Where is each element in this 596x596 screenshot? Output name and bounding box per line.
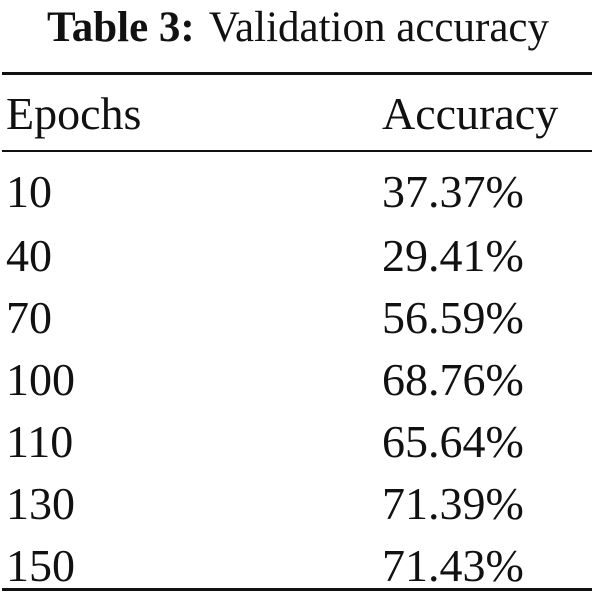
epochs-cell: 150: [6, 540, 75, 591]
header-accuracy: Accuracy: [382, 88, 559, 139]
table-row: 150 71.43%: [0, 536, 596, 596]
epochs-cell: 70: [6, 292, 52, 343]
accuracy-cell: 65.64%: [382, 416, 524, 467]
epochs-cell: 40: [6, 230, 52, 281]
accuracy-cell: 71.39%: [382, 478, 524, 529]
accuracy-cell: 37.37%: [382, 166, 524, 217]
caption-label: Table 3:: [47, 4, 195, 51]
table-row: 130 71.39%: [0, 474, 596, 534]
table-bottom-rule: [2, 588, 592, 591]
caption-text: Validation accuracy: [208, 4, 549, 51]
epochs-cell: 130: [6, 478, 75, 529]
epochs-cell: 100: [6, 354, 75, 405]
accuracy-cell: 71.43%: [382, 540, 524, 591]
epochs-cell: 110: [6, 416, 74, 467]
table-row: 70 56.59%: [0, 288, 596, 348]
table-header-row: Epochs Accuracy: [0, 84, 596, 144]
table-top-rule: [2, 72, 592, 75]
table-caption: Table 3: Validation accuracy: [0, 0, 596, 56]
accuracy-cell: 56.59%: [382, 292, 524, 343]
table-row: 10 37.37%: [0, 162, 596, 222]
table-row: 110 65.64%: [0, 412, 596, 472]
epochs-cell: 10: [6, 166, 52, 217]
accuracy-cell: 68.76%: [382, 354, 524, 405]
header-epochs: Epochs: [6, 88, 142, 139]
table-row: 100 68.76%: [0, 350, 596, 410]
accuracy-cell: 29.41%: [382, 230, 524, 281]
table-header-rule: [2, 150, 592, 152]
table-row: 40 29.41%: [0, 226, 596, 286]
